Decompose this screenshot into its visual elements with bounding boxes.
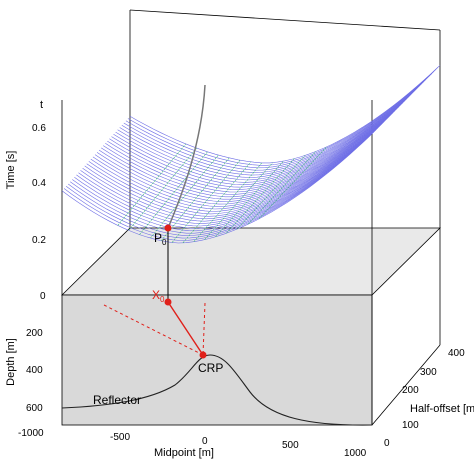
surface-curve — [115, 79, 426, 181]
time-var-label: t — [40, 99, 43, 111]
highlight-curve — [226, 158, 295, 234]
depth-tick-200: 200 — [26, 328, 43, 339]
highlight-curve — [128, 147, 197, 231]
surface-curve — [121, 73, 433, 173]
surface-curve — [98, 96, 410, 200]
highlight-curve — [258, 146, 328, 220]
depth-axis: 200 400 600 Depth [m] — [5, 328, 43, 414]
surface-curve — [72, 123, 383, 232]
surface-curve — [63, 131, 375, 241]
normal-ray — [167, 301, 204, 356]
surface-curve — [111, 83, 422, 186]
time-tick-0: 0 — [40, 291, 46, 302]
midpoint-tick-m500: -500 — [110, 432, 130, 443]
surface-curve — [88, 106, 400, 212]
highlight-curve — [139, 151, 208, 235]
halfoffset-axis-label: Half-offset [m] — [410, 403, 474, 415]
surface-curve — [101, 94, 412, 198]
surface-curve — [86, 108, 397, 215]
surface-curve — [74, 121, 385, 229]
traveltime-surface — [61, 65, 441, 244]
highlight-curve — [247, 151, 317, 225]
surface-curve — [76, 118, 387, 227]
surface-curve — [103, 91, 414, 195]
time-axis: t 0.6 0.4 0.2 0 Time [s] — [5, 99, 46, 302]
midpoint-tick-1000: 1000 — [344, 448, 367, 459]
time-tick-06: 0.6 — [32, 123, 46, 134]
surface-curve — [117, 77, 428, 178]
halfoffset-tick-400: 400 — [448, 348, 465, 359]
surface-curve — [61, 133, 373, 244]
surface-curve — [78, 116, 389, 224]
highlight-curve — [117, 143, 187, 226]
surface-curve — [125, 69, 437, 169]
surface-curve — [113, 81, 424, 183]
p0-label: P0 — [154, 231, 167, 247]
frame-lines — [61, 9, 441, 426]
time-tick-02: 0.2 — [32, 235, 46, 246]
surface-curve — [84, 110, 395, 217]
surface-curve — [129, 65, 441, 164]
ray-paths — [103, 302, 206, 356]
midpoint-axis-label: Midpoint [m] — [154, 447, 214, 459]
halfoffset-tick-200: 200 — [402, 385, 419, 396]
earth-section-top — [61, 227, 441, 296]
surface-curve — [65, 129, 377, 239]
depth-axis-label: Depth [m] — [5, 338, 17, 386]
depth-tick-400: 400 — [26, 365, 43, 376]
p0-point — [164, 224, 172, 232]
midpoint-tick-0: 0 — [202, 436, 208, 447]
highlight-curve — [236, 155, 306, 230]
depth-tick-600: 600 — [26, 403, 43, 414]
surface-curve — [92, 102, 404, 207]
surface-curve — [70, 125, 381, 234]
zero-offset-trajectory — [167, 84, 206, 229]
surface-curve — [127, 67, 439, 166]
highlight-curve — [182, 161, 252, 244]
halfoffset-tick-0: 0 — [384, 438, 390, 449]
highlight-curve — [204, 162, 273, 240]
crp-label: CRP — [198, 361, 223, 375]
x0-point — [164, 298, 172, 306]
midpoint-axis: -1000 -500 0 500 1000 Midpoint [m] — [18, 428, 367, 459]
reflector-label: Reflector — [93, 393, 141, 407]
time-axis-label: Time [s] — [5, 151, 17, 190]
halfoffset-tick-300: 300 — [420, 367, 437, 378]
surface-curve — [107, 87, 418, 190]
surface-curve — [123, 71, 435, 171]
surface-curve — [119, 75, 430, 176]
surface-curve — [105, 89, 416, 193]
surface-curve — [96, 98, 408, 203]
surface-curve — [82, 112, 393, 220]
halfoffset-axis: 400 300 200 100 0 Half-offset [m] — [384, 348, 474, 449]
x0-label: X0 — [152, 288, 165, 304]
crp-point — [199, 351, 207, 359]
surface-curve — [90, 104, 402, 210]
halfoffset-tick-100: 100 — [402, 420, 419, 431]
highlight-curve — [193, 162, 263, 242]
reflector-curve — [61, 354, 373, 426]
midpoint-tick-500: 500 — [282, 440, 299, 451]
surface-curve — [94, 100, 406, 205]
surface-curve — [68, 127, 379, 236]
surface-curve — [80, 114, 391, 222]
midpoint-tick-m1000: -1000 — [18, 428, 44, 439]
surface-curve — [109, 85, 420, 188]
highlight-curve — [215, 160, 284, 238]
time-tick-04: 0.4 — [32, 178, 46, 189]
highlight-curve — [171, 159, 241, 243]
